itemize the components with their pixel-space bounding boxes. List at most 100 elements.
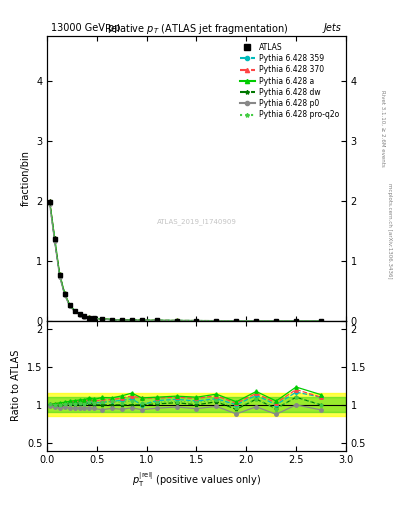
Pythia 6.428 p0 xyxy=(67,303,72,309)
Pythia 6.428 a xyxy=(47,198,52,204)
Pythia 6.428 p0 xyxy=(52,238,57,244)
Pythia 6.428 370 xyxy=(194,317,199,324)
Pythia 6.428 p0 xyxy=(234,317,239,324)
Pythia 6.428 359 xyxy=(99,316,104,322)
Pythia 6.428 359 xyxy=(154,317,159,324)
Pythia 6.428 359 xyxy=(72,308,77,314)
Pythia 6.428 p0 xyxy=(99,316,104,322)
Pythia 6.428 370 xyxy=(92,315,97,322)
Pythia 6.428 pro-q2o xyxy=(52,236,57,242)
Text: Jets: Jets xyxy=(324,23,342,33)
Pythia 6.428 370 xyxy=(140,317,144,323)
Pythia 6.428 p0 xyxy=(294,318,298,324)
Pythia 6.428 p0 xyxy=(194,317,199,324)
Pythia 6.428 p0 xyxy=(214,317,219,324)
Pythia 6.428 a xyxy=(234,317,239,324)
Pythia 6.428 370 xyxy=(119,317,124,323)
Pythia 6.428 370 xyxy=(110,316,114,323)
Pythia 6.428 a xyxy=(72,307,77,313)
Pythia 6.428 pro-q2o xyxy=(154,317,159,324)
Pythia 6.428 a xyxy=(52,234,57,241)
Bar xyxy=(47,393,346,416)
Pythia 6.428 pro-q2o xyxy=(92,315,97,322)
Pythia 6.428 359 xyxy=(294,317,298,324)
Pythia 6.428 pro-q2o xyxy=(214,317,219,324)
Pythia 6.428 359 xyxy=(174,317,179,324)
Pythia 6.428 370 xyxy=(129,317,134,323)
Pythia 6.428 pro-q2o xyxy=(119,317,124,323)
Pythia 6.428 a xyxy=(57,270,62,276)
Pythia 6.428 359 xyxy=(92,315,97,322)
Pythia 6.428 pro-q2o xyxy=(110,316,114,323)
Pythia 6.428 359 xyxy=(129,317,134,323)
Pythia 6.428 a xyxy=(214,317,219,324)
Pythia 6.428 p0 xyxy=(274,317,279,324)
Pythia 6.428 pro-q2o xyxy=(99,316,104,322)
Pythia 6.428 p0 xyxy=(140,317,144,324)
Line: Pythia 6.428 370: Pythia 6.428 370 xyxy=(48,199,323,323)
Pythia 6.428 a xyxy=(319,317,323,324)
Pythia 6.428 p0 xyxy=(154,317,159,324)
Pythia 6.428 p0 xyxy=(77,311,82,317)
Pythia 6.428 370 xyxy=(274,317,279,324)
Pythia 6.428 a xyxy=(77,311,82,317)
Y-axis label: fraction/bin: fraction/bin xyxy=(20,151,31,206)
Pythia 6.428 pro-q2o xyxy=(274,317,279,324)
Pythia 6.428 dw xyxy=(119,317,124,323)
Y-axis label: Ratio to ATLAS: Ratio to ATLAS xyxy=(11,350,21,421)
Pythia 6.428 dw xyxy=(52,237,57,243)
Text: 13000 GeV pp: 13000 GeV pp xyxy=(51,23,121,33)
Pythia 6.428 p0 xyxy=(254,317,259,324)
Pythia 6.428 a xyxy=(87,314,92,321)
Pythia 6.428 a xyxy=(274,317,279,324)
Pythia 6.428 a xyxy=(294,317,298,324)
Pythia 6.428 370 xyxy=(154,317,159,324)
Pythia 6.428 dw xyxy=(154,317,159,324)
Pythia 6.428 359 xyxy=(67,302,72,308)
Pythia 6.428 a xyxy=(194,317,199,324)
Pythia 6.428 p0 xyxy=(174,317,179,324)
Pythia 6.428 pro-q2o xyxy=(129,317,134,323)
Pythia 6.428 p0 xyxy=(72,308,77,314)
Pythia 6.428 359 xyxy=(62,291,67,297)
Line: Pythia 6.428 a: Pythia 6.428 a xyxy=(48,199,323,323)
Pythia 6.428 359 xyxy=(194,317,199,324)
Pythia 6.428 359 xyxy=(119,317,124,323)
Pythia 6.428 359 xyxy=(319,317,323,324)
Pythia 6.428 dw xyxy=(254,317,259,324)
Pythia 6.428 dw xyxy=(319,318,323,324)
Pythia 6.428 370 xyxy=(82,313,87,319)
Legend: ATLAS, Pythia 6.428 359, Pythia 6.428 370, Pythia 6.428 a, Pythia 6.428 dw, Pyth: ATLAS, Pythia 6.428 359, Pythia 6.428 37… xyxy=(237,39,342,122)
Pythia 6.428 359 xyxy=(234,317,239,324)
Pythia 6.428 pro-q2o xyxy=(87,314,92,321)
Pythia 6.428 p0 xyxy=(57,273,62,280)
Pythia 6.428 pro-q2o xyxy=(194,317,199,324)
Pythia 6.428 a xyxy=(99,316,104,322)
Pythia 6.428 370 xyxy=(214,317,219,324)
Pythia 6.428 pro-q2o xyxy=(319,318,323,324)
Pythia 6.428 p0 xyxy=(129,317,134,323)
Pythia 6.428 pro-q2o xyxy=(72,308,77,314)
Pythia 6.428 359 xyxy=(52,236,57,242)
Pythia 6.428 dw xyxy=(92,315,97,322)
Pythia 6.428 359 xyxy=(140,317,144,324)
Pythia 6.428 359 xyxy=(254,317,259,324)
Pythia 6.428 a xyxy=(174,317,179,324)
Pythia 6.428 359 xyxy=(57,272,62,278)
Pythia 6.428 359 xyxy=(77,311,82,317)
Pythia 6.428 370 xyxy=(319,317,323,324)
Pythia 6.428 p0 xyxy=(110,316,114,323)
Pythia 6.428 a xyxy=(254,317,259,324)
Pythia 6.428 pro-q2o xyxy=(294,317,298,324)
Pythia 6.428 pro-q2o xyxy=(234,317,239,324)
Pythia 6.428 370 xyxy=(62,290,67,296)
Pythia 6.428 a xyxy=(67,302,72,308)
Pythia 6.428 359 xyxy=(82,313,87,319)
Text: ATLAS_2019_I1740909: ATLAS_2019_I1740909 xyxy=(156,218,237,225)
Pythia 6.428 a xyxy=(92,315,97,322)
Pythia 6.428 dw xyxy=(87,314,92,321)
Pythia 6.428 pro-q2o xyxy=(47,199,52,205)
Pythia 6.428 a xyxy=(62,290,67,296)
Pythia 6.428 359 xyxy=(214,317,219,324)
Text: Rivet 3.1.10, ≥ 2.6M events: Rivet 3.1.10, ≥ 2.6M events xyxy=(381,90,386,166)
